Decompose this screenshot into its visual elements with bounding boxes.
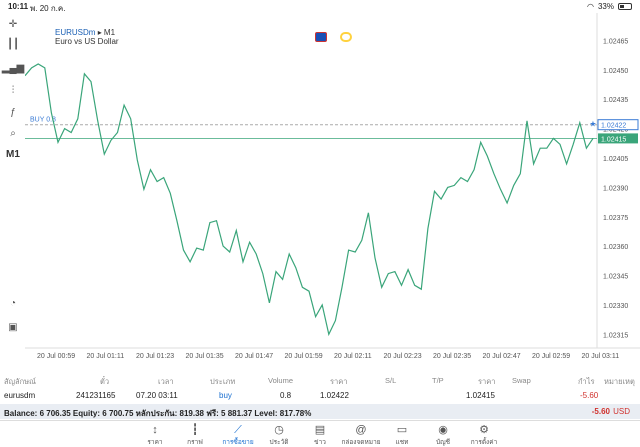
battery-icon [618,3,632,10]
indicators-icon[interactable]: ⫶ [11,84,15,96]
y-tick-label: 1.02360 [603,244,628,251]
col-time: เวลา [158,377,174,386]
cell-volume: 0.8 [280,391,292,400]
cell-ticket: 241231165 [76,391,116,400]
cell-time: 07.20 03:11 [136,391,178,400]
news-icon: ▤ [314,424,326,436]
col-price: ราคา [330,377,348,386]
status-date: พ. 20 ก.ค. [30,4,66,13]
y-tick-label: 1.02315 [603,332,628,339]
tab-settings[interactable]: ⚙ การตั้งค่า [464,423,504,447]
chart-icon: ┇ [191,424,199,436]
col-sl: S/L [385,376,397,385]
trade-icon: ⟋ [234,424,242,436]
price-line [25,63,594,337]
cell-current-price: 1.02415 [466,391,495,400]
speedometer-icon[interactable]: ◔ [9,297,17,309]
settings-icon: ⚙ [479,424,489,436]
x-tick-label: 20 Jul 01:11 [87,353,125,360]
y-tick-label: 1.02345 [603,274,628,281]
bars-icon[interactable]: ▂▄▆ [1,62,25,74]
current-price-label: 1.02415 [601,136,626,143]
crosshair-icon[interactable]: ✛ [8,18,18,30]
x-tick-label: 20 Jul 02:47 [483,353,521,360]
cell-profit: -5.60 [580,391,599,400]
chart-toolbar: ✛ ┃┃ ▂▄▆ ⫶ ƒ ⌕ M1 ◔ ▣ [0,13,25,373]
x-tick-label: 20 Jul 03:11 [582,353,620,360]
logo-icon[interactable]: ▣ [8,321,18,333]
bottom-tab-bar: ↕ ราคา ┇ กราฟ ⟋ การซื้อขาย ◷ ประวัติ ▤ ข่าว @… [0,420,640,447]
col-volume: Volume [268,376,294,385]
tab-trade[interactable]: ⟋ การซื้อขาย [218,423,258,447]
wifi-icon: ◠ [587,2,594,11]
cell-type: buy [219,391,232,400]
mailbox-icon: @ [355,424,367,436]
battery-percent: 33% [597,2,614,11]
x-tick-label: 20 Jul 01:59 [285,353,323,360]
y-tick-label: 1.02330 [603,303,628,310]
symbol-label: EURUSDm ▸ M1 [55,28,116,37]
status-bar: 10:11 พ. 20 ก.ค. ◠ 33% [0,0,640,13]
balance-text: Balance: 6 706.35 Equity: 6 700.75 หลักป… [4,409,312,418]
cell-symbol: eurusdm [4,391,36,400]
x-tick-label: 20 Jul 02:35 [433,353,471,360]
x-tick-label: 20 Jul 02:23 [384,353,422,360]
tab-history[interactable]: ◷ ประวัติ [259,423,299,447]
y-tick-label: 1.02405 [603,156,628,163]
col-type: ประเภท [210,377,236,386]
x-tick-label: 20 Jul 02:59 [532,353,570,360]
balance-profit: -5.60 [591,407,610,416]
x-tick-label: 20 Jul 01:23 [136,353,174,360]
tab-news[interactable]: ▤ ข่าว [300,423,340,447]
history-icon: ◷ [274,424,284,436]
col-swap: Swap [512,376,531,385]
y-tick-label: 1.02435 [603,97,628,104]
col-current: ราคา [478,377,496,386]
y-tick-label: 1.02450 [603,68,628,75]
y-tick-label: 1.02465 [603,38,628,45]
symbol-description: Euro vs US Dollar [55,37,119,46]
account-icon: ◉ [438,424,448,436]
candles-icon[interactable]: ┃┃ [6,38,20,50]
price-chart[interactable]: BUY 0.8★ 1.024651.024501.024351.024201.0… [25,13,640,373]
y-tick-label: 1.02375 [603,215,628,222]
x-tick-label: 20 Jul 00:59 [37,353,75,360]
y-tick-label: 1.02390 [603,185,628,192]
quotes-icon: ↕ [152,424,158,436]
current-price-box [598,133,638,144]
x-tick-label: 20 Jul 01:35 [186,353,224,360]
balance-currency: USD [613,407,630,416]
x-tick-label: 20 Jul 02:11 [334,353,372,360]
tab-chat[interactable]: ▭ แชท [382,423,422,447]
timeframe-button[interactable]: M1 [6,148,20,160]
buy-price-box [597,119,639,131]
x-tick-label: 20 Jul 01:47 [235,353,273,360]
positions-header: สัญลักษณ์ ตั๋ว เวลา ประเภท Volume ราคา S… [0,373,640,387]
buy-price-label: 1.02422 [601,123,626,130]
col-comment: หมายเหตุ [604,377,635,386]
tab-chart[interactable]: ┇ กราฟ [175,423,215,447]
tab-account[interactable]: ◉ บัญชี [423,423,463,447]
function-icon[interactable]: ƒ [10,106,16,118]
eu-flag-icon[interactable] [315,32,327,42]
us-flag-icon[interactable] [340,32,352,42]
tab-mailbox[interactable]: @ กล่องจดหมาย [341,424,381,446]
balance-bar: Balance: 6 706.35 Equity: 6 700.75 หลักป… [0,404,640,419]
objects-icon[interactable]: ⌕ [10,127,16,139]
status-time: 10:11 [8,2,29,11]
buy-order-label: BUY 0.8 [30,117,56,124]
star-icon: ★ [589,120,596,129]
chat-icon: ▭ [396,424,408,436]
col-ticket: ตั๋ว [100,377,110,386]
col-symbol: สัญลักษณ์ [4,377,37,386]
tab-quotes[interactable]: ↕ ราคา [135,423,175,447]
cell-open-price: 1.02422 [320,391,349,400]
col-profit: กำไร [578,377,595,386]
col-tp: T/P [432,376,444,385]
position-row[interactable]: eurusdm 241231165 07.20 03:11 buy 0.8 1.… [0,388,640,404]
